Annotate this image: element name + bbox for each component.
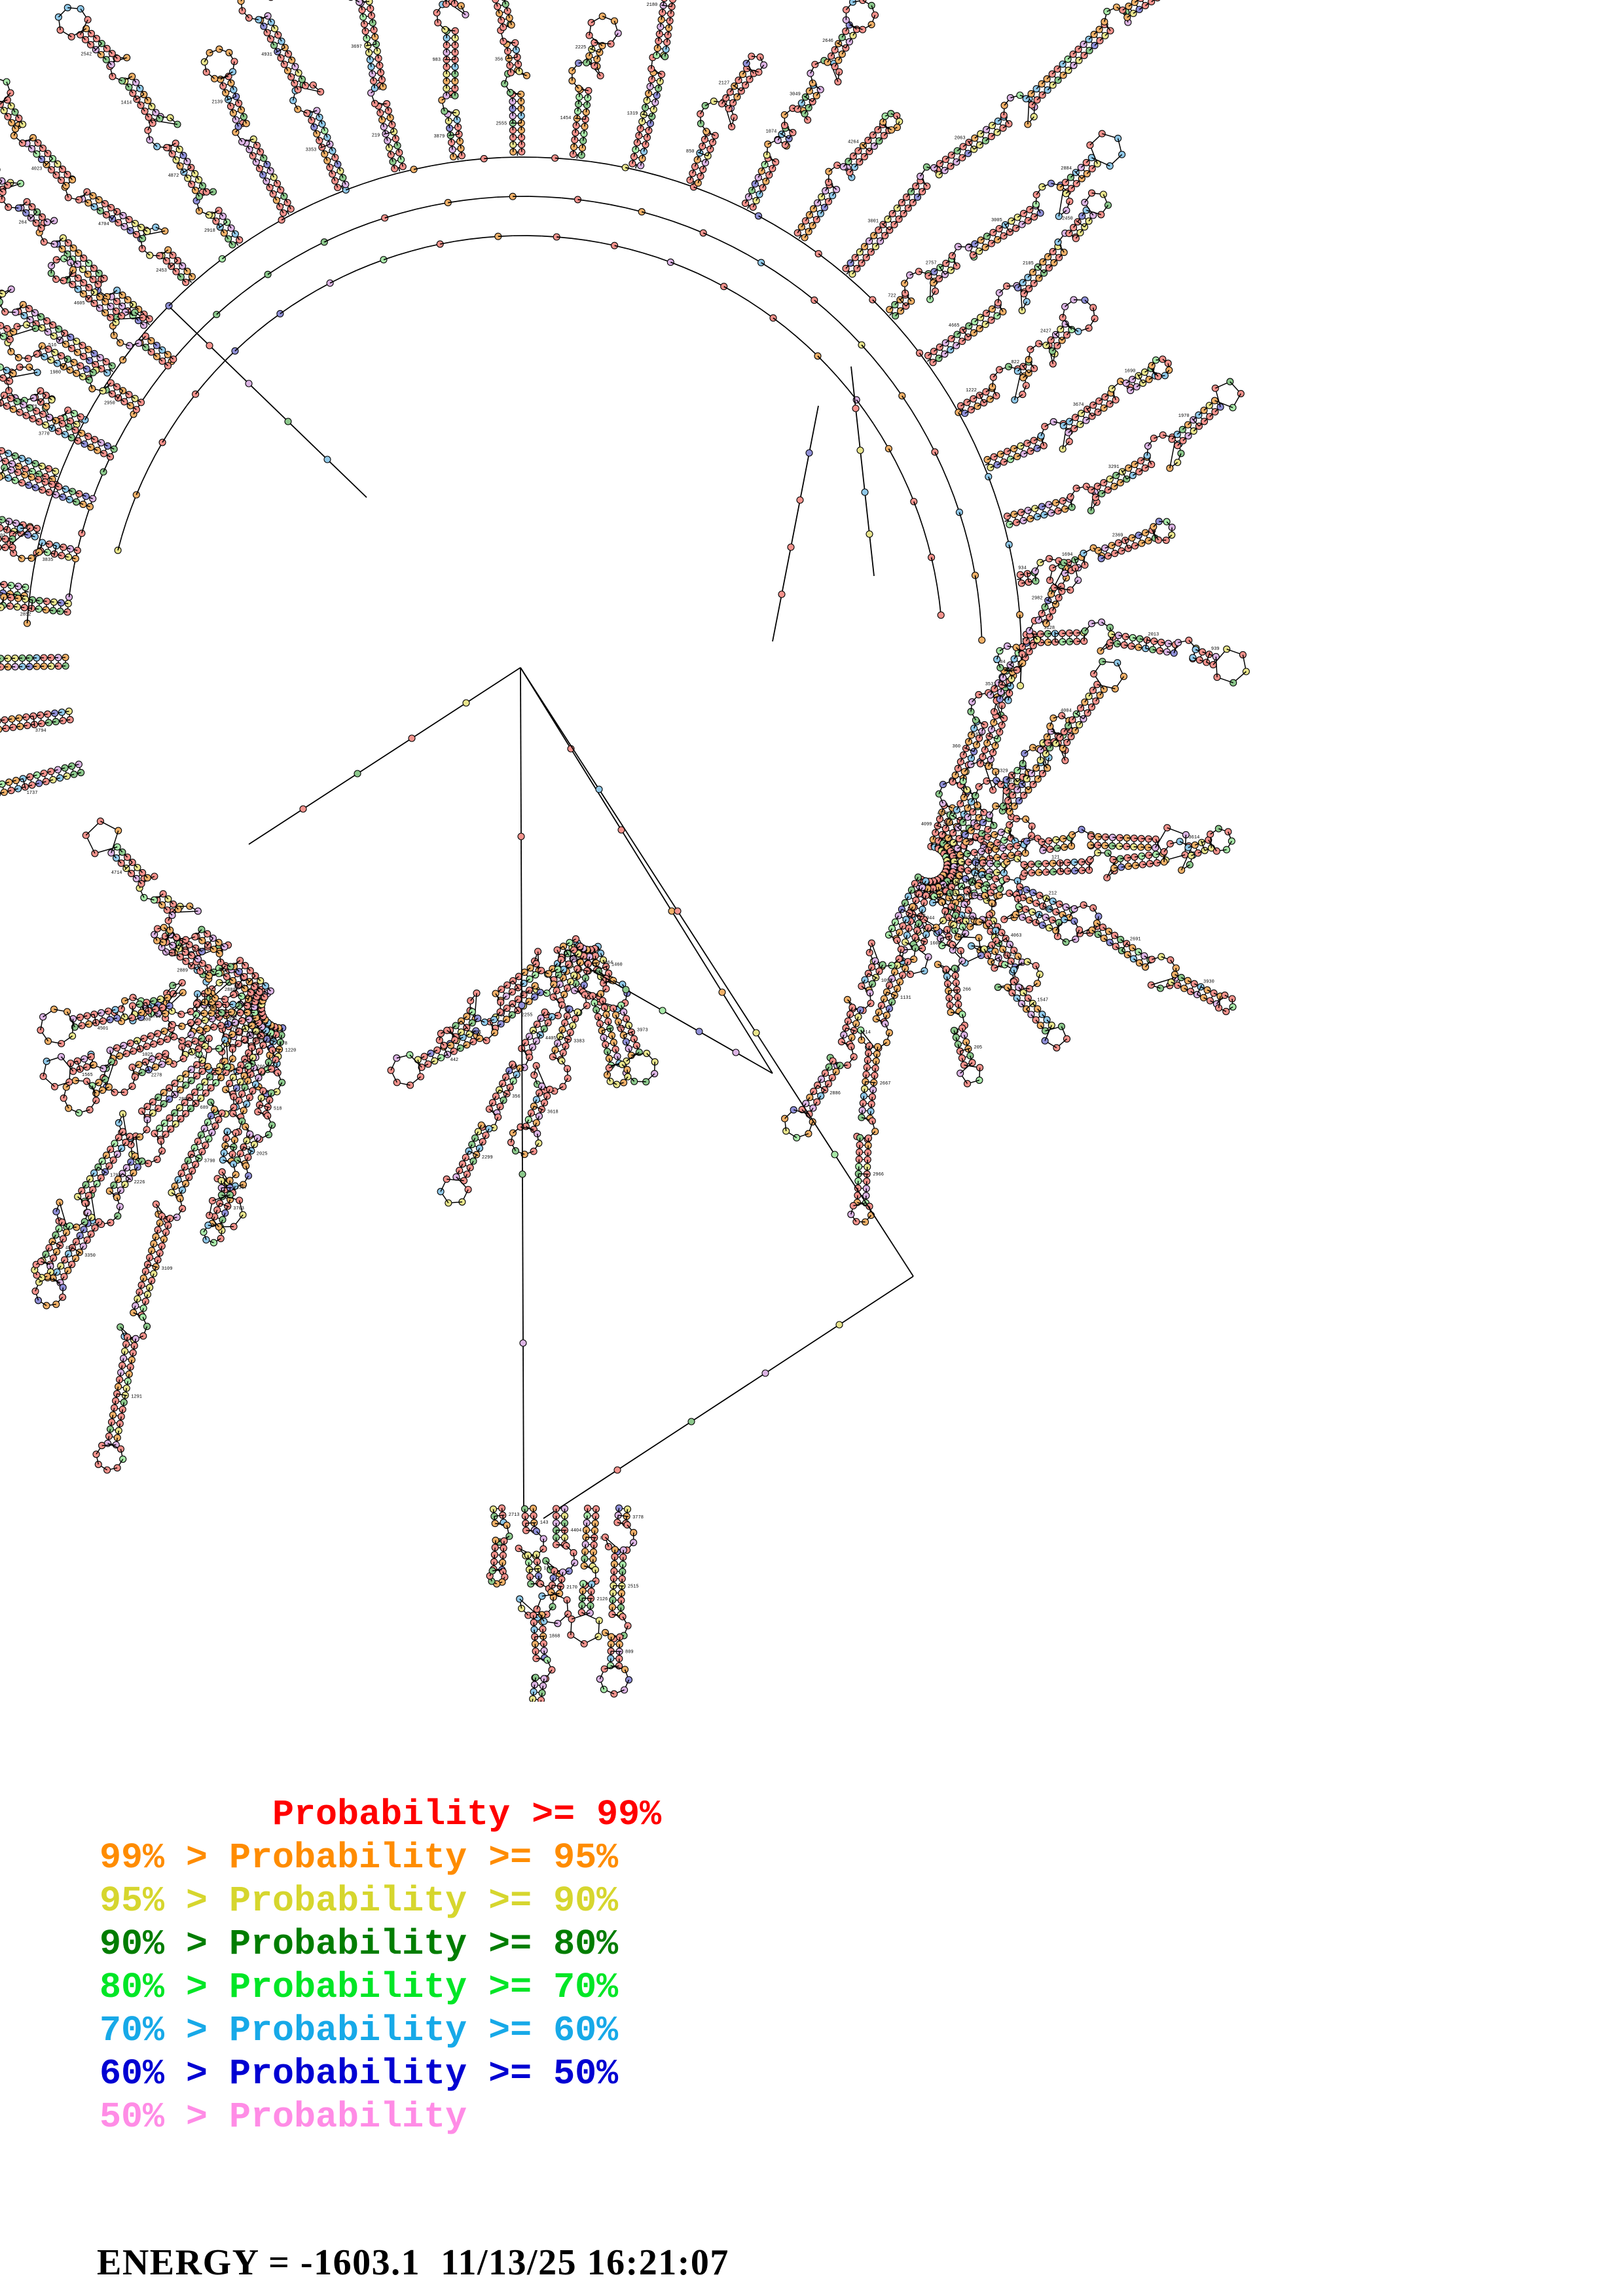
svg-text:3001: 3001 [867, 219, 879, 224]
plot-background [0, 0, 1623, 1702]
svg-text:822: 822 [1011, 360, 1019, 365]
energy-footer: ENERGY = -1603.1 11/13/25 16:21:07 [97, 2242, 729, 2283]
svg-text:3879: 3879 [433, 134, 445, 139]
svg-text:2453: 2453 [156, 268, 167, 274]
svg-text:2450: 2450 [1062, 217, 1073, 222]
svg-text:2555: 2555 [496, 121, 507, 126]
svg-text:2646: 2646 [822, 39, 833, 44]
svg-text:264: 264 [18, 220, 27, 225]
rna-structure-svg: 2344312340535011782468445401920376547794… [0, 0, 1623, 1702]
svg-text:2369: 2369 [1112, 533, 1123, 538]
legend-row-p60: 70% > Probability >= 60% [100, 2010, 619, 2051]
svg-text:4704: 4704 [98, 222, 109, 227]
svg-text:356: 356 [495, 57, 503, 62]
svg-text:4872: 4872 [168, 173, 179, 179]
legend-row-p70: 80% > Probability >= 70% [100, 1967, 619, 2008]
svg-text:3697: 3697 [351, 45, 362, 50]
svg-text:1454: 1454 [560, 116, 571, 121]
svg-text:2884: 2884 [1061, 166, 1072, 171]
svg-text:2180: 2180 [646, 3, 657, 8]
svg-text:2427: 2427 [1040, 329, 1051, 334]
svg-text:2105: 2105 [1023, 261, 1034, 266]
svg-text:1970: 1970 [1178, 414, 1190, 419]
svg-text:516: 516 [48, 343, 57, 348]
svg-text:4023: 4023 [31, 167, 43, 172]
legend-row-p95: 99% > Probability >= 95% [100, 1837, 619, 1878]
legend-row-below50: 50% > Probability [100, 2096, 467, 2138]
svg-text:3005: 3005 [991, 218, 1002, 223]
svg-text:2139: 2139 [211, 99, 223, 105]
svg-text:983: 983 [432, 58, 441, 63]
svg-text:850: 850 [686, 149, 695, 154]
probability-legend: Probability >= 99% 99% > Probability >= … [0, 1793, 1623, 2139]
svg-text:1694: 1694 [1062, 552, 1073, 558]
svg-text:219: 219 [372, 134, 380, 139]
svg-text:2225: 2225 [575, 45, 587, 50]
svg-text:2757: 2757 [926, 261, 937, 266]
legend-row-p90: 95% > Probability >= 90% [100, 1880, 619, 1922]
svg-text:1737: 1737 [27, 791, 38, 796]
svg-text:722: 722 [888, 294, 896, 299]
svg-text:4665: 4665 [949, 323, 960, 329]
svg-text:4264: 4264 [848, 139, 859, 145]
svg-text:1222: 1222 [966, 388, 977, 393]
svg-text:1414: 1414 [121, 101, 132, 106]
svg-text:501: 501 [0, 533, 6, 539]
svg-text:934: 934 [1018, 566, 1027, 571]
svg-text:2542: 2542 [81, 52, 92, 57]
svg-text:939: 939 [1211, 647, 1220, 652]
svg-text:3353: 3353 [306, 147, 317, 152]
svg-text:1074: 1074 [766, 129, 777, 134]
legend-row-p99: Probability >= 99% [100, 1794, 662, 1835]
structure-geometry: 2344312340535011782468445401920376547794… [0, 0, 1250, 1702]
svg-text:2013: 2013 [1148, 632, 1159, 637]
svg-text:3674: 3674 [1073, 403, 1084, 408]
legend-row-p80: 90% > Probability >= 80% [100, 1924, 619, 1965]
svg-text:3291: 3291 [1108, 465, 1120, 470]
legend-row-p50: 60% > Probability >= 50% [100, 2053, 619, 2094]
rna-structure-plot: 2344312340535011782468445401920376547794… [0, 0, 1623, 1702]
svg-text:1319: 1319 [627, 111, 638, 117]
svg-text:2918: 2918 [204, 228, 215, 234]
svg-text:2063: 2063 [955, 135, 966, 141]
svg-text:2127: 2127 [718, 81, 729, 86]
svg-text:1690: 1690 [1125, 368, 1136, 374]
svg-text:4931: 4931 [261, 52, 272, 58]
svg-text:3049: 3049 [790, 92, 801, 97]
